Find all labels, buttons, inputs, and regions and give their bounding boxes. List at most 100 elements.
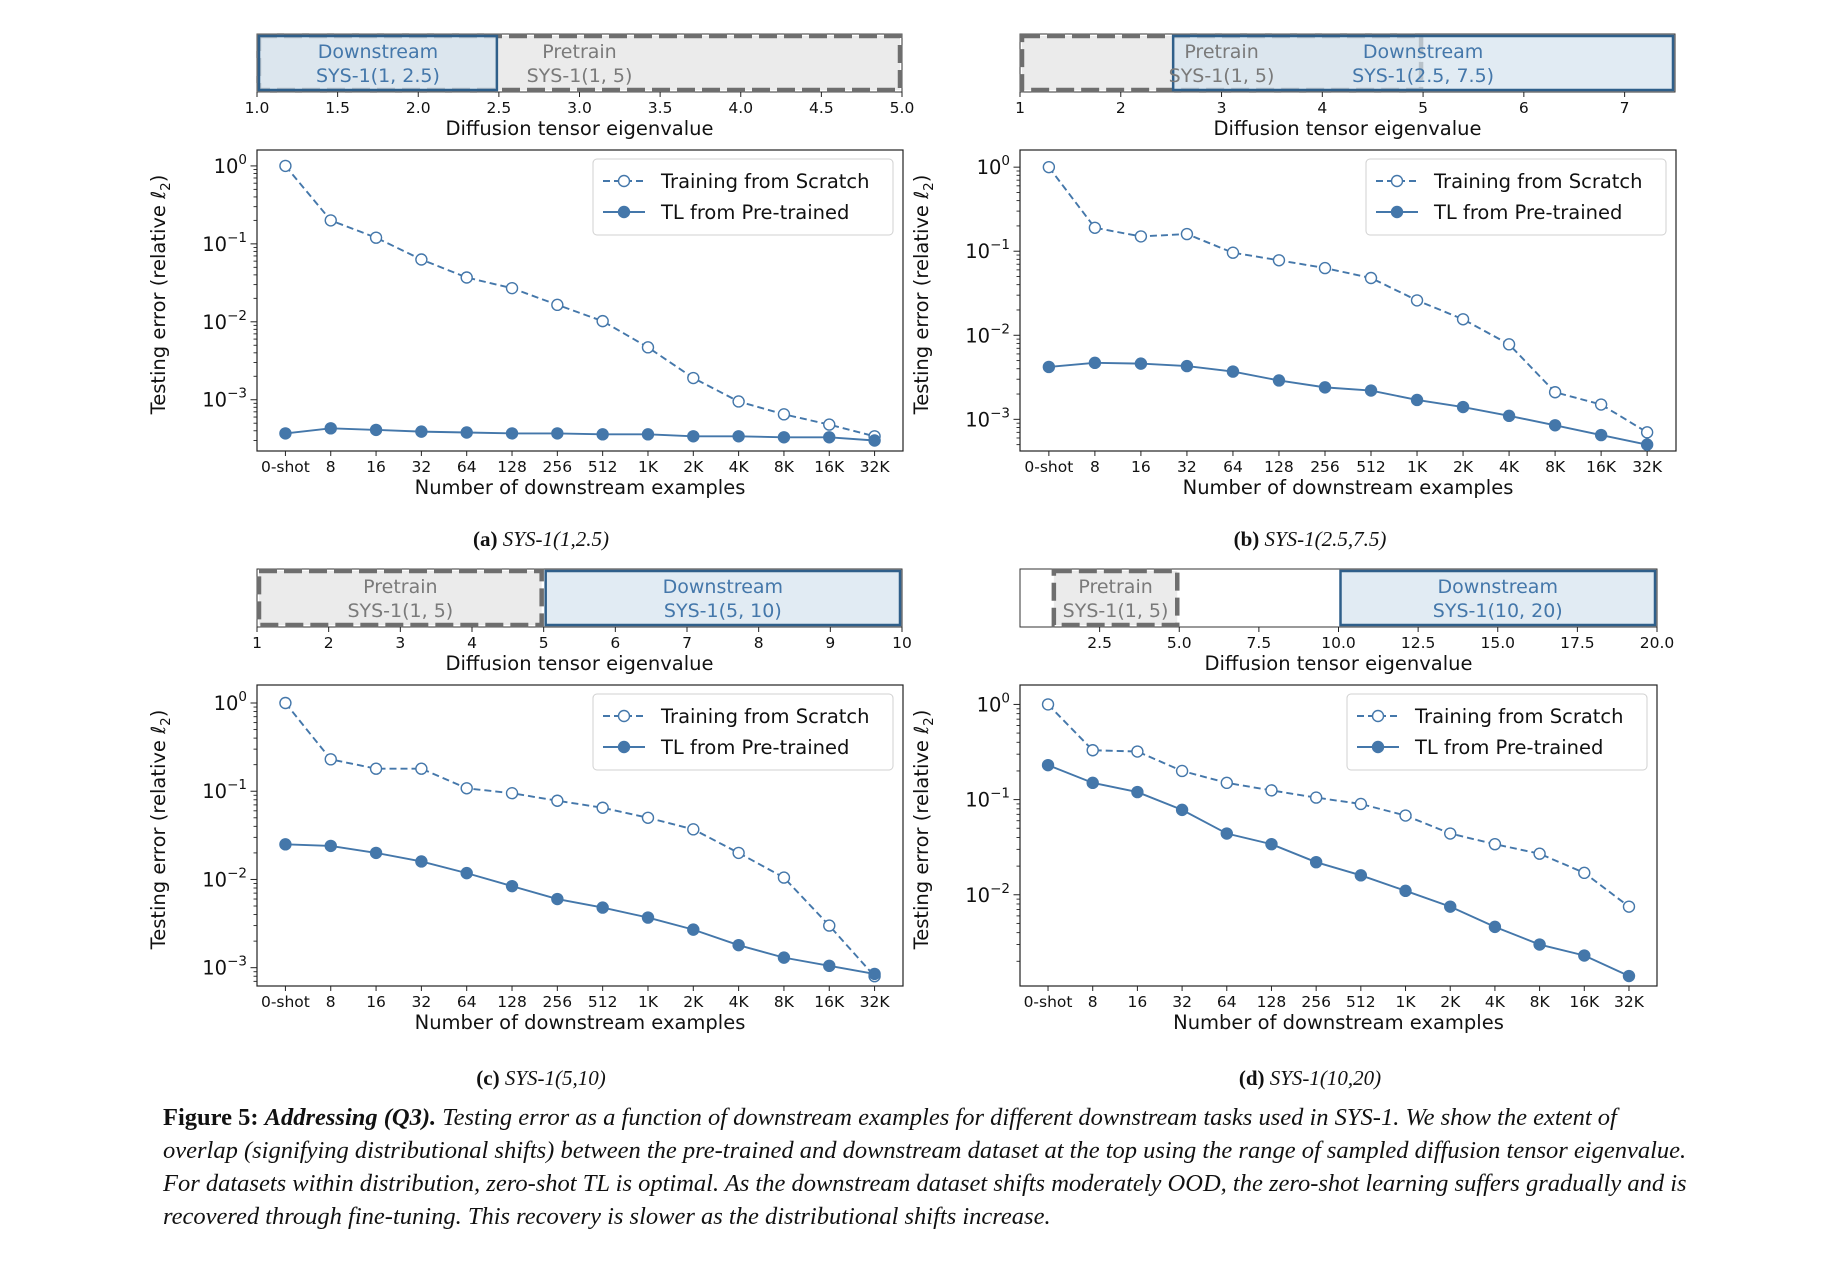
scratch-point bbox=[369, 231, 383, 244]
x-tick-label: 16 bbox=[366, 458, 386, 476]
x-tick-label: 16K bbox=[814, 993, 845, 1011]
x-tick-label: 8K bbox=[774, 458, 795, 476]
x-tick-label: 64 bbox=[1217, 993, 1237, 1011]
y-tick-label: 100 bbox=[214, 152, 247, 178]
x-tick-label: 16 bbox=[1128, 993, 1148, 1011]
pretrain-sublabel: SYS-1(1, 5) bbox=[347, 600, 453, 622]
x-tick-label: 8K bbox=[774, 993, 795, 1011]
scratch-point bbox=[279, 159, 292, 173]
x-tick-label: 512 bbox=[588, 993, 618, 1011]
tl-point bbox=[415, 855, 428, 868]
y-tick-label: 10−1 bbox=[965, 237, 1010, 263]
range-bar-xlabel: Diffusion tensor eigenvalue bbox=[1204, 652, 1472, 675]
range-bar-tick-label: 3 bbox=[395, 634, 405, 652]
x-tick-label: 32 bbox=[1172, 993, 1192, 1011]
y-tick-label: 10−1 bbox=[202, 777, 247, 803]
range-bar-tick-label: 8 bbox=[754, 634, 764, 652]
series-line bbox=[1047, 764, 1630, 977]
scratch-point bbox=[1354, 797, 1368, 811]
figure-number: Figure 5: bbox=[163, 1104, 259, 1131]
scratch-point bbox=[1578, 866, 1591, 880]
tl-point bbox=[1456, 400, 1470, 414]
scratch-point bbox=[1272, 254, 1286, 267]
tl-point bbox=[1042, 360, 1056, 374]
scratch-point bbox=[1488, 837, 1502, 851]
legend: Training from Scratch TL from Pre-trained bbox=[1365, 158, 1667, 236]
legend-swatch-marker bbox=[617, 205, 631, 219]
scratch-point bbox=[1131, 745, 1144, 758]
range-bar-xlabel: Diffusion tensor eigenvalue bbox=[445, 117, 713, 140]
panel-a-caption: SYS-1(1,2.5) bbox=[502, 527, 609, 551]
scratch-point bbox=[460, 782, 473, 795]
scratch-point bbox=[1180, 227, 1194, 241]
scratch-point bbox=[1622, 900, 1636, 913]
range-bar-tick-label: 10 bbox=[892, 634, 912, 652]
tl-point bbox=[324, 422, 337, 435]
x-tick-label: 16 bbox=[1131, 458, 1151, 476]
x-tick-label: 256 bbox=[543, 993, 573, 1011]
figure-caption: Figure 5: Addressing (Q3). Testing error… bbox=[163, 1101, 1693, 1233]
tl-point bbox=[732, 938, 745, 952]
tl-point bbox=[777, 431, 791, 444]
range-bar-tick-label: 20.0 bbox=[1640, 634, 1675, 652]
scratch-point bbox=[777, 408, 791, 421]
legend: Training from Scratch TL from Pre-trained bbox=[592, 158, 894, 236]
legend-label: Training from Scratch bbox=[660, 705, 870, 728]
series-tl bbox=[1042, 356, 1654, 451]
y-axis-label: Testing error (relative ℓ2) bbox=[910, 710, 937, 951]
scratch-point bbox=[1640, 426, 1654, 439]
y-tick-label: 10−3 bbox=[202, 954, 247, 980]
panel-d-letter: (d) bbox=[1238, 1066, 1265, 1090]
y-tick-label: 10−3 bbox=[202, 386, 247, 412]
legend-label: TL from Pre-trained bbox=[660, 201, 849, 224]
x-tick-label: 8 bbox=[1088, 993, 1098, 1011]
tl-point bbox=[596, 428, 609, 441]
downstream-sublabel: SYS-1(10, 20) bbox=[1433, 600, 1563, 622]
y-axis-label: Testing error (relative ℓ2) bbox=[910, 175, 937, 416]
y-tick-label: 100 bbox=[977, 153, 1010, 179]
scratch-point bbox=[1364, 271, 1378, 285]
legend-label: TL from Pre-trained bbox=[660, 736, 849, 759]
panel-c-label: (c) SYS-1(5,10) bbox=[476, 1066, 605, 1091]
tl-point bbox=[505, 427, 519, 440]
scratch-point bbox=[777, 871, 791, 884]
panel-d-caption: SYS-1(10,20) bbox=[1269, 1066, 1382, 1090]
tl-point bbox=[1318, 381, 1332, 394]
line-plot: 10−3 10−2 10−1 100 0-shot 8 16 32 64 128 256 512 1K 2… bbox=[910, 149, 1677, 499]
scratch-point bbox=[1548, 386, 1562, 399]
range-bar-xlabel: Diffusion tensor eigenvalue bbox=[445, 652, 713, 675]
y-axis-label: Testing error (relative ℓ2) bbox=[147, 710, 174, 951]
range-bar-tick-label: 1.5 bbox=[325, 99, 350, 117]
pretrain-sublabel: SYS-1(1, 5) bbox=[527, 65, 633, 87]
series-scratch bbox=[1042, 160, 1654, 439]
scratch-point bbox=[1175, 764, 1189, 778]
series-line bbox=[1048, 361, 1648, 446]
panel-c-caption: SYS-1(5,10) bbox=[504, 1066, 606, 1090]
downstream-label: Downstream bbox=[1363, 41, 1483, 63]
x-tick-label: 256 bbox=[1301, 993, 1331, 1011]
pretrain-label: Pretrain bbox=[542, 41, 616, 63]
range-bar-tick-label: 3.5 bbox=[648, 99, 673, 117]
range-bar-tick-label: 1.0 bbox=[245, 99, 270, 117]
x-tick-label: 8K bbox=[1545, 458, 1566, 476]
tl-point bbox=[1364, 384, 1378, 397]
figure-caption-text: Testing error as a function of downstrea… bbox=[163, 1104, 1687, 1230]
tl-point bbox=[279, 838, 292, 851]
series-line bbox=[284, 702, 876, 977]
scratch-point bbox=[505, 281, 519, 295]
range-bar-tick-label: 2.5 bbox=[487, 99, 512, 117]
legend-label: Training from Scratch bbox=[1433, 170, 1643, 193]
pretrain-sublabel: SYS-1(1, 5) bbox=[1169, 65, 1275, 87]
series-tl bbox=[279, 838, 881, 981]
x-axis-label: Number of downstream examples bbox=[1173, 1011, 1504, 1034]
range-bar-tick-label: 7 bbox=[1620, 99, 1630, 117]
tl-point bbox=[1086, 776, 1099, 790]
panel-a-label: (a) SYS-1(1,2.5) bbox=[473, 527, 609, 552]
y-tick-label: 100 bbox=[977, 690, 1010, 716]
x-tick-label: 64 bbox=[457, 458, 477, 476]
y-tick-label: 10−1 bbox=[202, 230, 247, 256]
